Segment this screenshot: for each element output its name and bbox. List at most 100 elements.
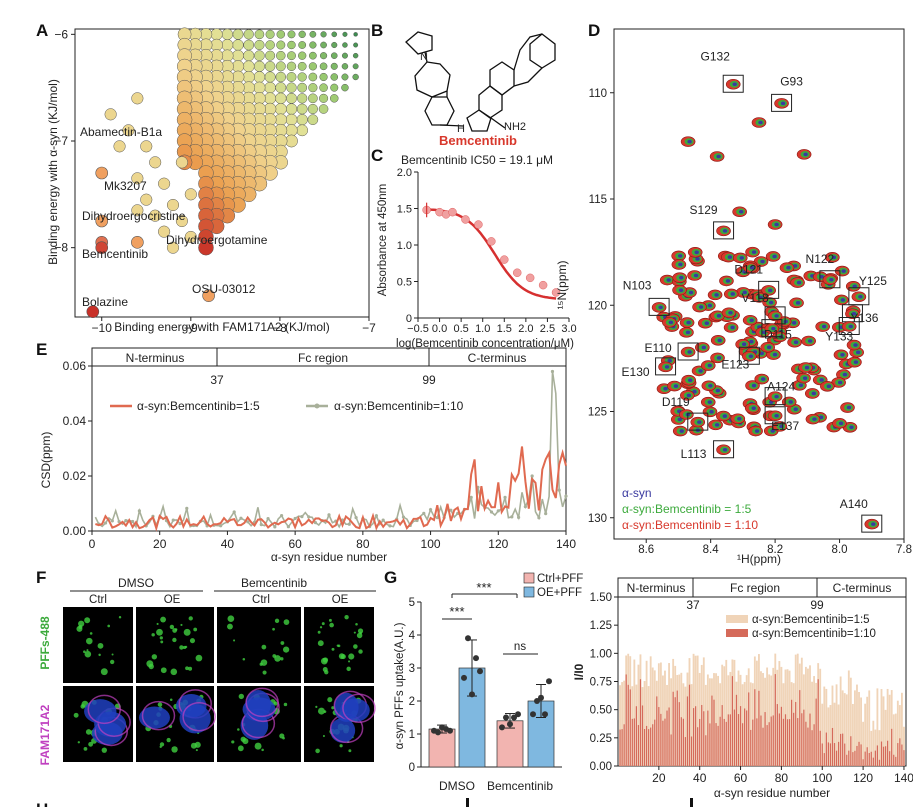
peak-label: G132: [701, 49, 731, 63]
pff-spot: [357, 628, 364, 634]
bar-1to5: [882, 696, 885, 766]
pff-spot: [353, 631, 356, 634]
bar-1to10: [731, 676, 733, 766]
peak-blue: [842, 372, 848, 377]
panel-label-b: B: [371, 21, 383, 40]
labeled-peak-blue: [767, 288, 773, 293]
bar-1to10: [760, 715, 762, 766]
compound-point: [287, 40, 296, 50]
peak-blue: [838, 421, 844, 426]
row-label-fam: FAM171A2: [38, 704, 52, 765]
sig-across: ***: [476, 580, 491, 595]
replicate-point: [534, 698, 540, 704]
bar-1to10: [762, 727, 764, 766]
mark-99-h: 99: [810, 598, 824, 612]
legend-g-2: OE+PFF: [537, 587, 582, 599]
peak-blue: [751, 250, 757, 254]
peak-blue: [666, 278, 671, 282]
chemical-structure: [405, 31, 556, 132]
bar-1to10: [842, 733, 844, 766]
bar-1to5: [837, 704, 840, 766]
bar-1to10: [627, 684, 629, 766]
peak-blue: [686, 393, 692, 398]
bar-1to10: [846, 754, 848, 766]
bar-1to10: [737, 714, 740, 766]
pff-spot: [274, 655, 281, 662]
replicate-point: [469, 691, 475, 698]
bar-1to10: [629, 689, 631, 766]
pff-spot: [283, 619, 290, 625]
scatter-points-a: [86, 27, 359, 318]
compound-point: [341, 63, 349, 70]
x-tick-label-h: 80: [775, 771, 789, 785]
bar-1to10: [695, 706, 697, 766]
y-tick-label-h: 0.25: [590, 733, 612, 745]
compound-point: [307, 114, 319, 125]
y-tick-label-a: −8: [54, 241, 68, 255]
peak-blue: [788, 400, 793, 404]
bar-1to10: [848, 750, 850, 766]
peak-blue: [701, 345, 707, 350]
compound-point: [231, 60, 245, 73]
bar-1to10: [880, 741, 883, 766]
panel-d: D 8.6 8.4 8.2 8.0 7.8 110 115 120 125 130 G132 G93…: [555, 21, 912, 566]
replicate-point: [546, 678, 552, 685]
bar-1to5: [858, 691, 860, 766]
legend-g-1: Ctrl+PFF: [537, 573, 583, 585]
bar-1to5: [856, 684, 858, 766]
pff-spot: [324, 669, 329, 675]
pff-spot: [348, 749, 352, 753]
pff-spot: [160, 616, 167, 623]
bar-1to5: [886, 688, 889, 766]
compound-point: [353, 32, 358, 37]
replicate-point: [435, 729, 441, 736]
bar-1to5: [825, 688, 828, 766]
mark-99-e: 99: [422, 373, 436, 387]
bar-1to5: [788, 670, 791, 766]
compound-point: [286, 61, 297, 72]
peak-blue: [742, 290, 747, 295]
bar-1to5: [623, 680, 626, 766]
x-tick-label-e: 120: [488, 537, 508, 551]
x-tick-label-a: −10: [92, 321, 113, 335]
xlabel-h: α-syn residue number: [714, 786, 830, 800]
data-point: [512, 268, 522, 277]
peak-blue: [811, 391, 816, 396]
bar-1to10: [766, 725, 768, 766]
x-tick-label-d: 7.8: [896, 544, 912, 556]
bar-1to10: [703, 711, 705, 766]
compound-point: [331, 31, 338, 38]
data-point: [500, 255, 509, 264]
y-tick-label-g: 4: [409, 630, 416, 642]
compound-point: [254, 50, 265, 61]
pff-spot: [98, 653, 101, 657]
bar-1to10: [833, 743, 836, 766]
bar-1to10: [744, 708, 746, 766]
y-tick-label-d: 110: [589, 88, 607, 100]
bar-1to10: [639, 679, 642, 766]
labeled-compound-point: [95, 166, 109, 180]
bar-1to10: [650, 727, 652, 766]
y-tick-label-g: 0: [409, 762, 415, 774]
bar-1to5: [819, 668, 822, 766]
x-tick-label-h: 100: [812, 771, 832, 785]
bar-1to5: [804, 666, 807, 766]
sig-dmso: ***: [449, 604, 464, 619]
bar-1to10: [895, 756, 897, 766]
bar-1to5: [890, 690, 893, 766]
peak-blue: [698, 305, 704, 309]
pff-spot: [323, 710, 327, 714]
replicate-point: [515, 711, 521, 718]
peak-blue: [791, 321, 797, 325]
pff-spot: [188, 616, 193, 621]
pff-spot: [148, 663, 154, 670]
compound-name: Bemcentinib: [439, 133, 517, 148]
x-tick-label-e: 140: [556, 537, 576, 551]
peak-blue: [695, 257, 700, 261]
compound-point: [184, 230, 197, 244]
bar-1to5: [796, 653, 799, 766]
pff-spot: [100, 668, 108, 676]
pff-spot: [118, 616, 122, 619]
compound-point: [131, 92, 144, 105]
pff-spot: [166, 737, 171, 743]
